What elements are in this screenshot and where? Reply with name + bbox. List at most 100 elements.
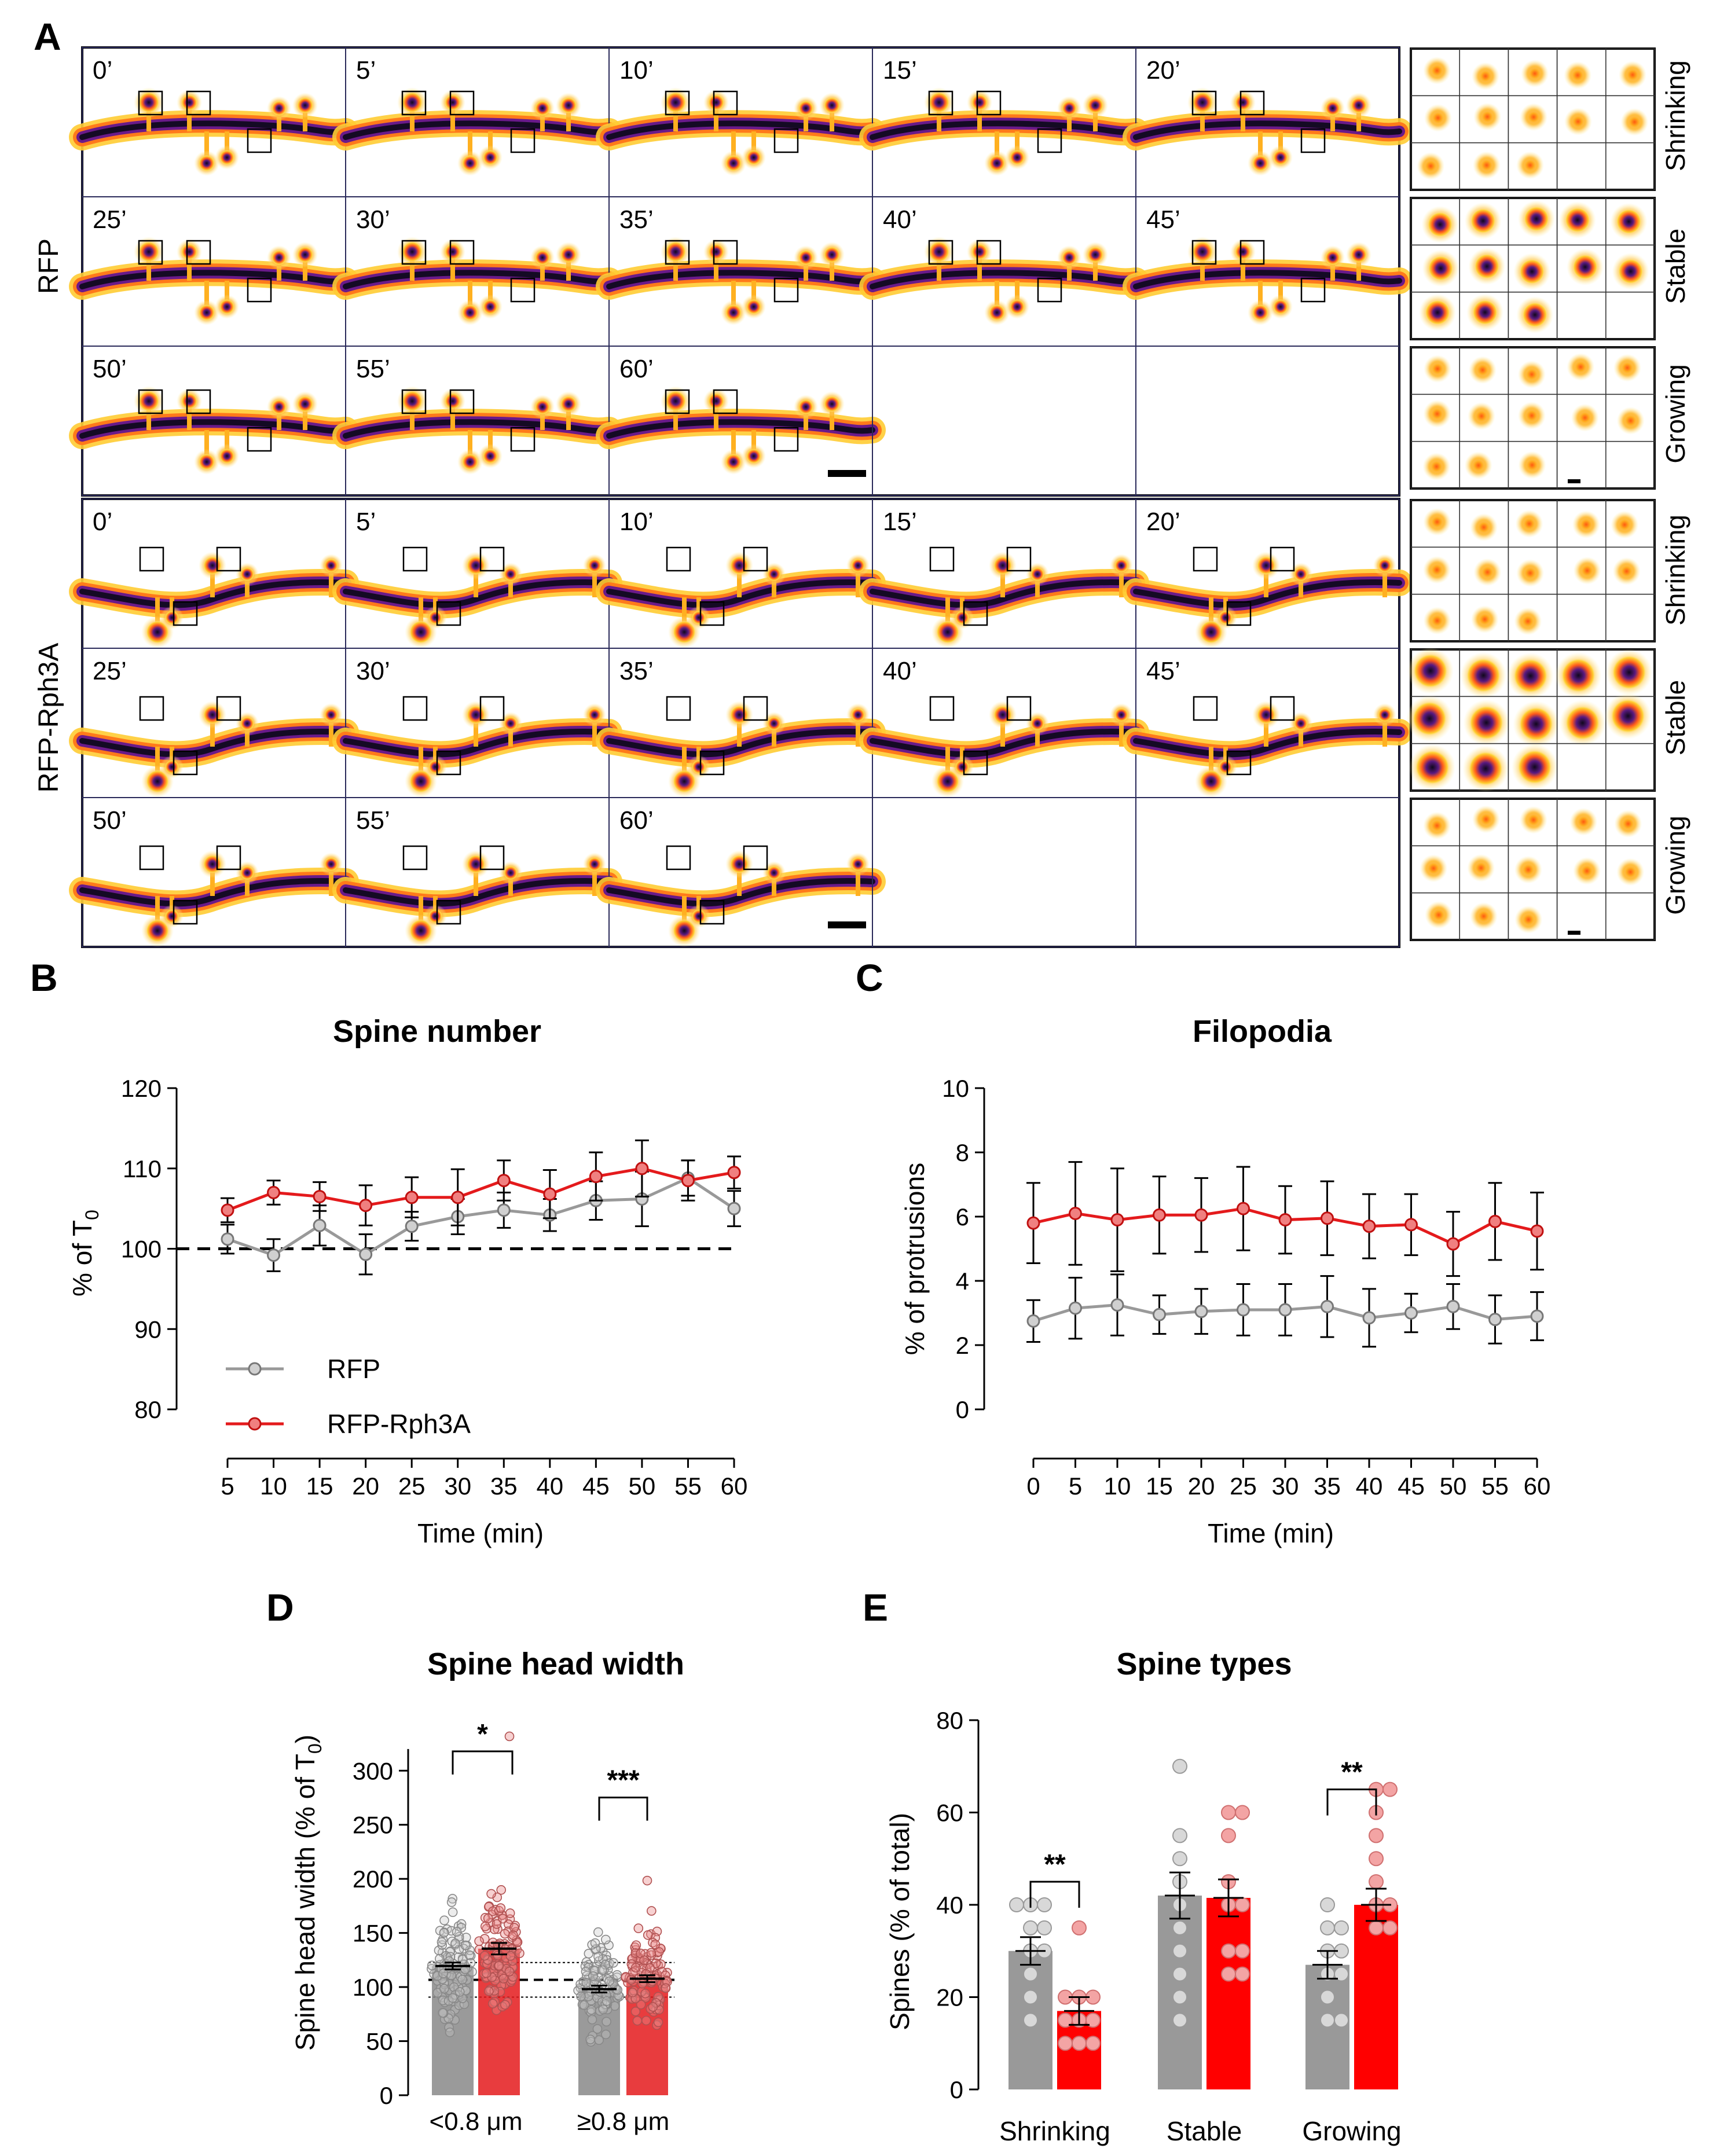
spine-head [725,454,742,470]
spine-roi-box [139,845,164,871]
chart-b-x-tick-label: 50 [629,1472,656,1500]
montage-spine [1429,612,1446,629]
data-point [1069,1301,1082,1315]
chart-d-data-point [483,1986,494,1996]
spine-roi-box [436,750,461,776]
chart-c-title: Filopodia [1193,1014,1332,1049]
spine-head [1235,94,1251,111]
spine-head [181,94,197,111]
chart-d-data-point [481,1968,492,1978]
chart-e-ylabel: Spines (% of total) [885,1813,915,2030]
spine-head [1030,567,1044,581]
chart-d-y-tick-label: 50 [366,2028,393,2055]
spine-head [272,101,287,116]
chart-e-data-point [1172,1920,1187,1935]
spine-head [219,449,234,464]
chart-b-series-rfp [221,1159,741,1276]
montage-spine [1431,906,1447,923]
chart-b-x-tick-label: 25 [398,1472,426,1500]
spine-head [483,299,498,314]
chart-d-data-point [594,2035,604,2045]
chart-e-data-point [1023,1920,1038,1935]
chart-d-data-point [576,1991,586,2001]
chart-e-data-point [1320,2012,1335,2028]
chart-e-data-point [1369,1828,1384,1843]
spine-head [402,241,423,262]
timepoint-label: 45’ [1146,657,1180,685]
chart-c-ylabel: % of protrusions [900,1163,930,1355]
spine-roi-box [773,128,799,153]
chart-d-significance-bracket [452,1750,514,1775]
spine-head [445,94,461,111]
spine-head [165,760,179,774]
spine-head [708,393,724,409]
spine-head [824,247,840,263]
timepoint-label: 0’ [93,508,112,536]
data-point [1488,1214,1502,1228]
data-point [1530,1309,1544,1323]
montage-spine [1519,706,1554,741]
chart-d-data-point [427,1964,437,1974]
timepoint-label: 15’ [883,508,917,536]
chart-c-x-tick-label: 45 [1398,1472,1425,1500]
chart-d-data-point [505,1951,516,1961]
chart-d-data-point [498,1974,509,1984]
chart-e-data-point [1023,1966,1038,1982]
chart-d-data-point [439,1984,449,1994]
panel-letter-D: D [266,1586,294,1629]
chart-d-data-point [633,1923,644,1933]
chart-b-y-tick-label: 100 [121,1236,162,1263]
chart-d-data-point [492,1919,502,1929]
group-label-rph3a: RFP-Rph3A [34,643,64,793]
chart-e-y-tick-label: 20 [936,1984,963,2011]
chart-d-data-point [445,2028,455,2037]
dendrite-center [870,120,1139,140]
chart-d-data-point [448,1907,458,1918]
montage-spine [1428,458,1445,475]
spine-head [146,919,169,942]
dendrite-image: 5’ [332,508,622,648]
timepoint-label: 20’ [1146,56,1180,85]
spine-head [824,396,840,412]
panel-letter-C: C [856,956,883,999]
montage-spine [1521,515,1538,532]
chart-d-data-point [435,1953,445,1964]
spine-roi-box [1037,128,1062,153]
chart-e-data-point [1058,2036,1073,2051]
legend-marker-rph3a [248,1417,262,1431]
legend-marker-rfp [248,1362,262,1376]
chart-b-x-tick-label: 55 [674,1472,702,1500]
chart-d-data-point [438,2008,448,2018]
data-point [635,1162,649,1176]
spine-head [240,717,254,730]
chart-e-data-point [1072,2036,1087,2051]
spine-head [272,250,287,265]
dendrite-center [606,729,875,758]
dendrite-image: 25’ [69,205,359,325]
montage-spine [1523,366,1540,383]
row-label-rfp-growing: Growing [1660,364,1690,463]
chart-c-x-tick-label: 10 [1104,1472,1131,1500]
chart-d-significance-label: *** [607,1765,639,1796]
data-point [1194,1208,1208,1222]
chart-b-x-tick-label: 15 [306,1472,333,1500]
timepoint-label: 40’ [883,205,917,234]
spine-head [199,454,215,470]
dendrite-center [1133,120,1402,140]
data-point [1446,1299,1460,1313]
chart-e-data-point [1369,1920,1384,1935]
chart-d-data-point [586,2005,596,2015]
montage-spine [1477,68,1494,85]
montage-spine [1527,65,1543,82]
chart-d-data-point [640,1988,651,1999]
montage-spine [1620,816,1637,832]
chart-d-data-point [464,1950,475,1960]
montage-spine [1427,211,1453,237]
spine-roi-box [699,601,725,626]
spine-head [409,620,432,644]
data-point [1153,1307,1166,1321]
dendrite-image: 0’ [69,56,359,176]
dendrite-center [1133,270,1402,289]
data-point [497,1203,511,1217]
dendrite-image: 50’ [69,355,359,475]
